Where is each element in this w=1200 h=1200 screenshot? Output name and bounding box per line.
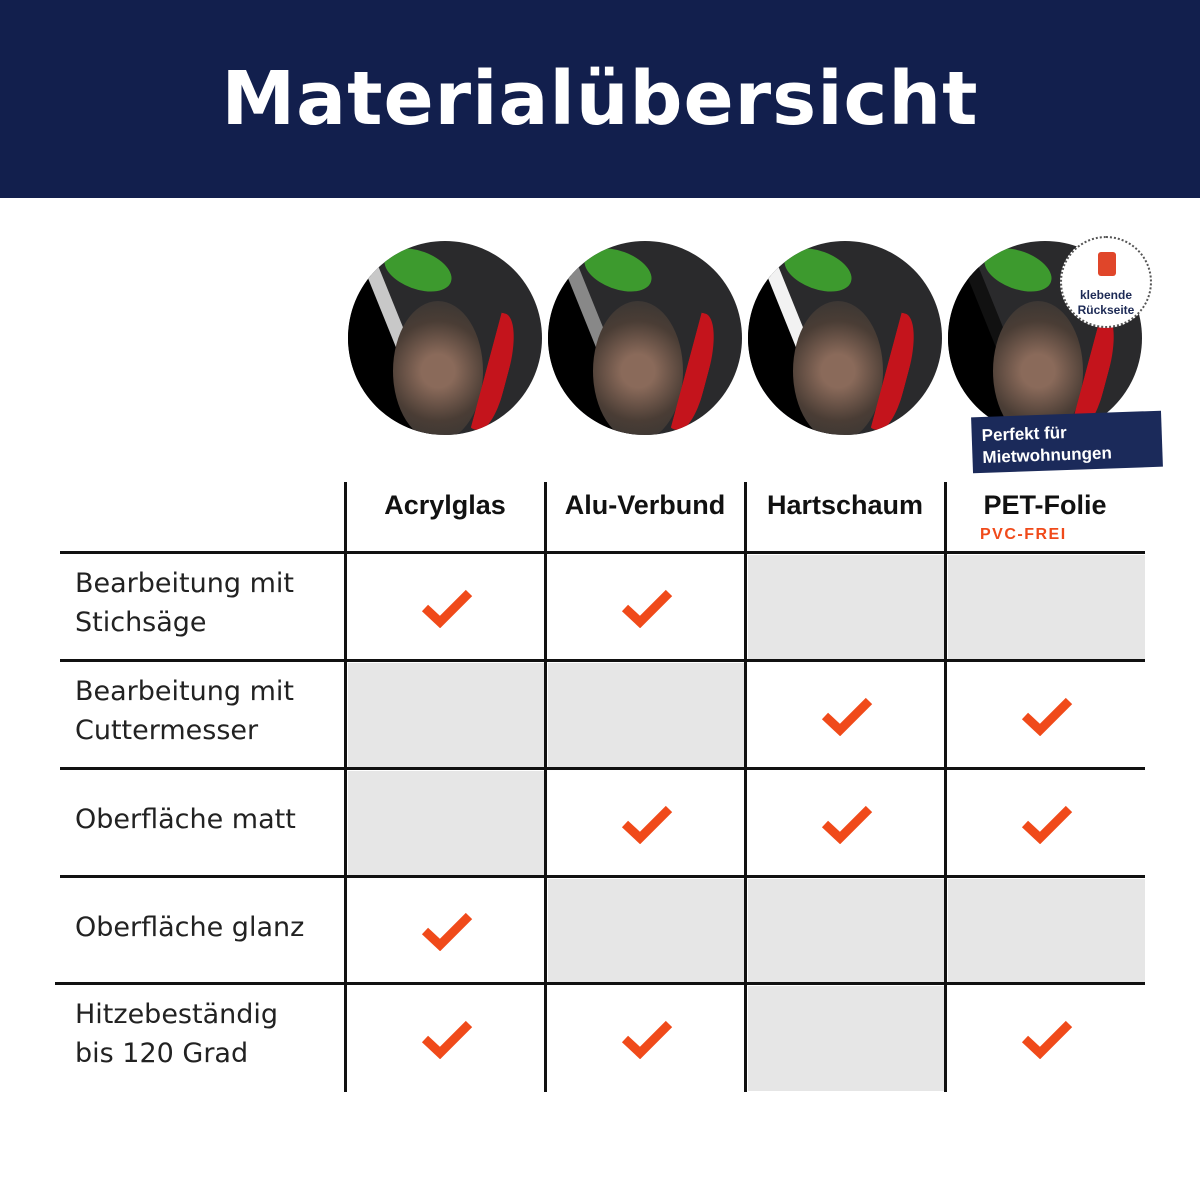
table-cell bbox=[348, 771, 545, 876]
check-icon bbox=[421, 589, 472, 628]
table-cell bbox=[748, 555, 945, 660]
table-cell bbox=[348, 663, 545, 768]
table-cell bbox=[748, 771, 945, 876]
page-title: Materialübersicht bbox=[221, 56, 979, 142]
row-divider bbox=[60, 551, 1145, 554]
material-sample-image bbox=[548, 241, 742, 435]
table-cell bbox=[548, 986, 745, 1091]
row-divider bbox=[55, 982, 1145, 985]
header-banner: Materialübersicht bbox=[0, 0, 1200, 198]
table-cell bbox=[548, 663, 745, 768]
table-cell bbox=[548, 771, 745, 876]
check-icon bbox=[621, 589, 672, 628]
column-header: Hartschaum bbox=[766, 490, 924, 520]
material-sample-image bbox=[748, 241, 942, 435]
column-header: Acrylglas bbox=[384, 490, 506, 520]
adhesive-peel-icon bbox=[1098, 252, 1116, 276]
check-icon bbox=[421, 912, 472, 951]
table-cell bbox=[348, 879, 545, 983]
material-sample-image bbox=[348, 241, 542, 435]
check-icon bbox=[621, 805, 672, 844]
pvc-free-label: PVC-FREI bbox=[980, 526, 1067, 543]
table-cell bbox=[348, 555, 545, 660]
column-divider bbox=[744, 482, 747, 1092]
check-icon bbox=[821, 697, 872, 736]
rental-ribbon: Perfekt für Mietwohnungen bbox=[971, 410, 1163, 474]
table-cell bbox=[748, 879, 945, 983]
row-divider bbox=[60, 659, 1145, 662]
column-header: PET-Folie bbox=[983, 490, 1107, 520]
row-divider bbox=[60, 767, 1145, 770]
row-label: Oberfläche glanz bbox=[75, 912, 305, 943]
badge-text-1: klebende bbox=[1079, 288, 1133, 302]
row-label: Bearbeitung mit Stichsäge bbox=[75, 568, 294, 638]
row-label: Oberfläche matt bbox=[75, 804, 296, 835]
badge-text-2: Rückseite bbox=[1077, 303, 1135, 317]
table-cell bbox=[748, 986, 945, 1091]
table-cell bbox=[548, 555, 745, 660]
column-divider bbox=[544, 482, 547, 1092]
row-label: Bearbeitung mit Cuttermesser bbox=[75, 676, 294, 746]
row-divider bbox=[60, 875, 1145, 878]
table-cell bbox=[348, 986, 545, 1091]
check-icon bbox=[821, 805, 872, 844]
check-icon bbox=[1021, 1020, 1072, 1059]
ribbon-text-2: Mietwohnungen bbox=[982, 443, 1113, 467]
row-label: Hitzebeständig bis 120 Grad bbox=[75, 999, 279, 1069]
column-header: Alu-Verbund bbox=[564, 490, 726, 520]
table-cell bbox=[748, 663, 945, 768]
table-cell bbox=[948, 555, 1145, 660]
adhesive-back-badge: klebende Rückseite bbox=[1060, 236, 1152, 328]
table-cell bbox=[948, 663, 1145, 768]
check-icon bbox=[1021, 697, 1072, 736]
check-icon bbox=[1021, 805, 1072, 844]
column-divider bbox=[344, 482, 347, 1092]
table-cell bbox=[548, 879, 745, 983]
table-cell bbox=[948, 771, 1145, 876]
column-divider bbox=[944, 482, 947, 1092]
check-icon bbox=[421, 1020, 472, 1059]
table-cell bbox=[948, 986, 1145, 1091]
table-cell bbox=[948, 879, 1145, 983]
check-icon bbox=[621, 1020, 672, 1059]
